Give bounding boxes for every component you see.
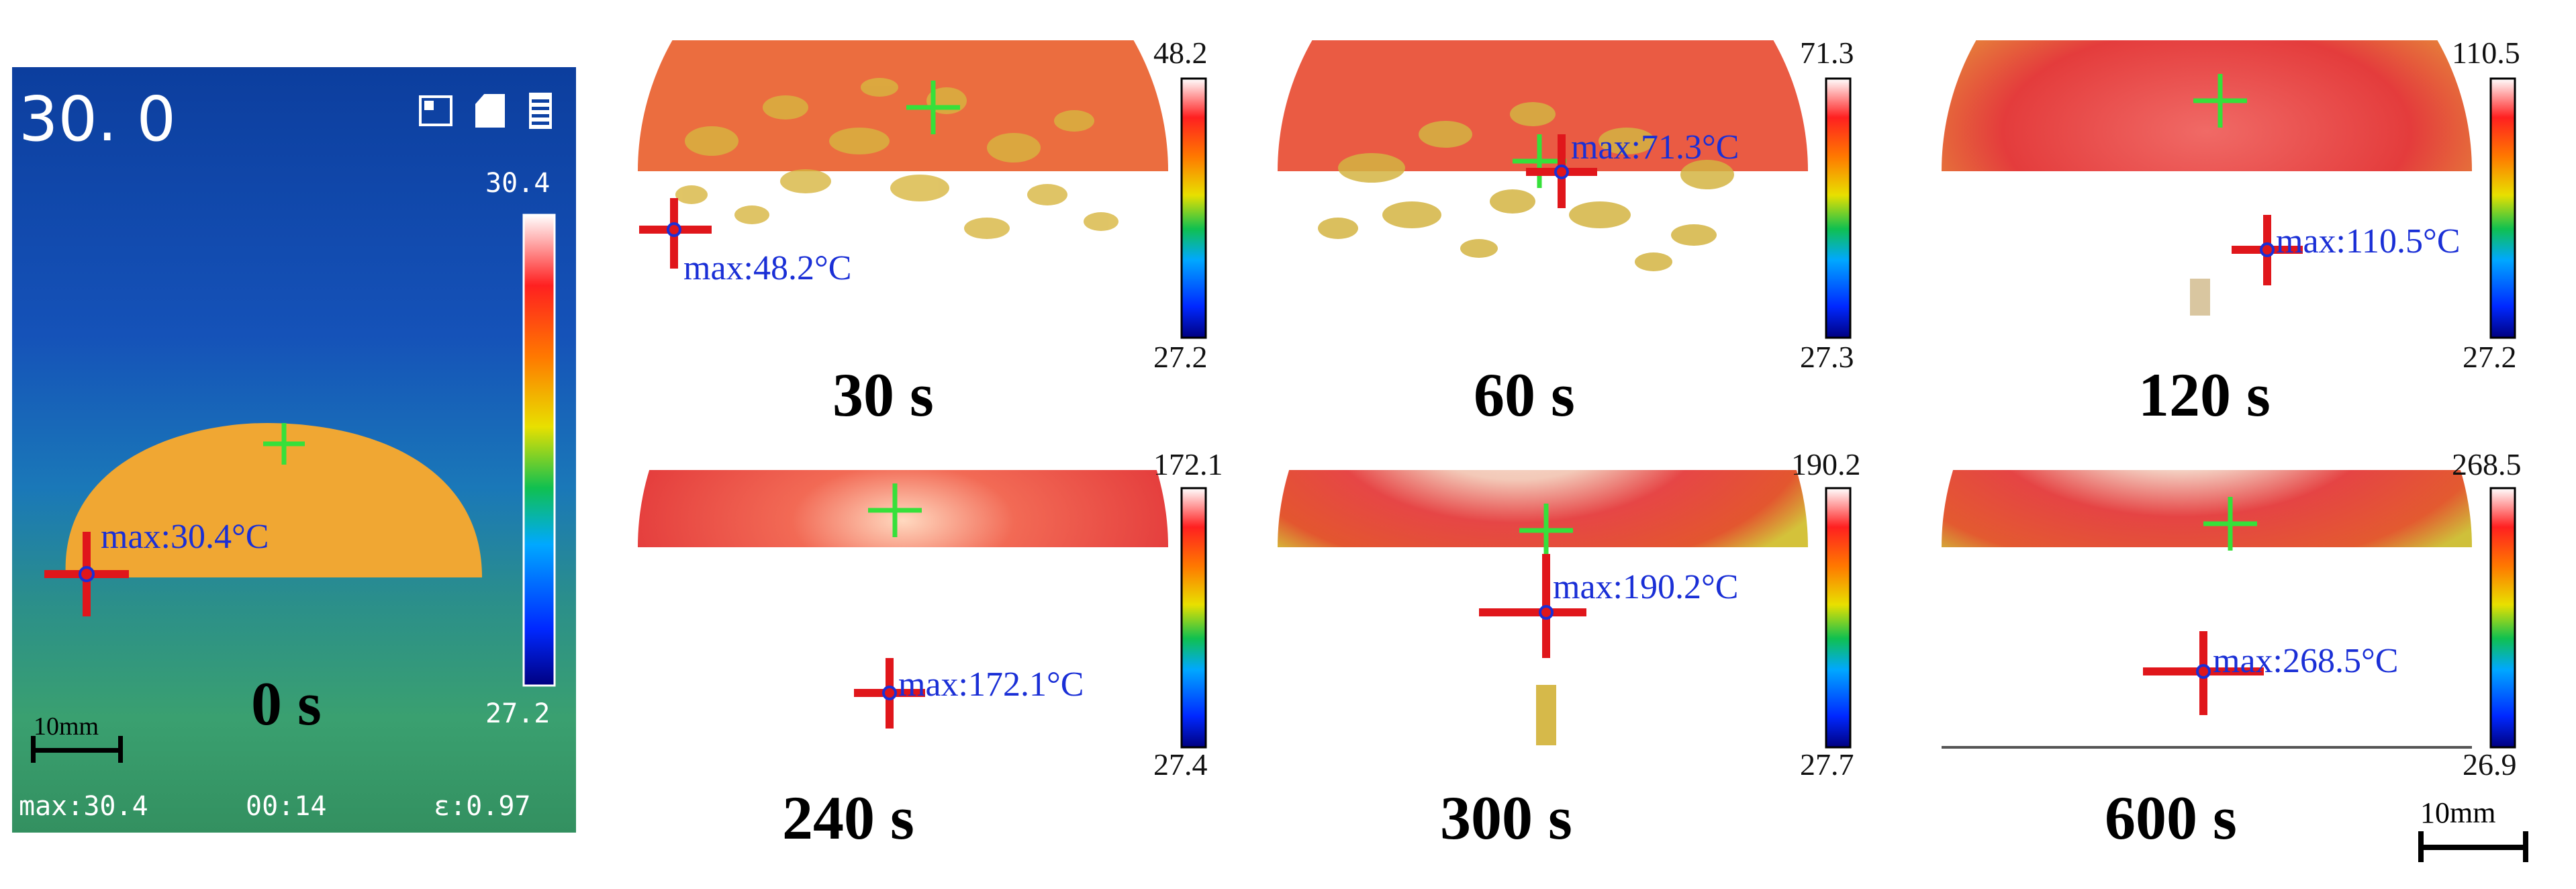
camera-max-label: max:30.4°C	[101, 518, 269, 556]
time-label-600s: 600 s	[2105, 784, 2237, 852]
thermal-image-120s	[1942, 40, 2472, 316]
scale-bar	[2420, 845, 2526, 850]
thermal-image-30s	[638, 40, 1168, 269]
max-label-600s: max:268.5°C	[2213, 642, 2399, 680]
scale-bar-tick-right	[118, 736, 123, 763]
camera-scale-bar	[32, 748, 121, 753]
thermal-camera-screen: 30. 0 30.4 27.2 max:30.4°C 0 s 10mm max:…	[12, 67, 576, 833]
center-crosshair-icon	[263, 423, 305, 465]
max-label-120s: max:110.5°C	[2276, 222, 2461, 261]
thermal-panel-300s: max:190.2°C	[1278, 470, 1882, 752]
thermal-image-60s	[1278, 40, 1808, 271]
camera-scale-min: 27.2	[485, 698, 551, 729]
thermal-image-240s	[638, 470, 1168, 729]
temperature-readout: 30. 0	[19, 83, 177, 155]
camera-scale-max: 30.4	[485, 168, 551, 199]
footer-time-readout: 00:14	[246, 791, 327, 822]
scale-bar-label: 10mm	[2420, 796, 2496, 829]
time-label-240s: 240 s	[782, 784, 914, 852]
thermal-panel-120s: max:110.5°C	[1942, 40, 2546, 322]
time-label-60s: 60 s	[1474, 361, 1575, 429]
max-label-60s: max:71.3°C	[1571, 128, 1739, 167]
cbar-min-60s: 27.3	[1800, 340, 1854, 374]
cbar-min-30s: 27.2	[1153, 340, 1208, 374]
scale-bar-tick-left	[31, 736, 36, 763]
cbar-min-120s: 27.2	[2463, 340, 2517, 374]
footer-max-readout: max:30.4	[19, 791, 148, 822]
max-label-300s: max:190.2°C	[1553, 568, 1739, 606]
thermal-panel-60s: max:71.3°C	[1278, 40, 1882, 322]
camera-scale-bar-label: 10mm	[34, 712, 99, 741]
max-label-30s: max:48.2°C	[683, 249, 852, 287]
image-mode-icon	[419, 95, 452, 126]
thermal-panel-600s: max:268.5°C	[1942, 470, 2546, 752]
time-label-300s: 300 s	[1440, 784, 1572, 852]
thermal-panel-240s: max:172.1°C	[638, 470, 1242, 752]
time-label-30s: 30 s	[832, 361, 934, 429]
thermal-panel-30s: max:48.2°C	[638, 40, 1242, 322]
scale-bar-tick-right2	[2523, 831, 2528, 862]
camera-sample-shape	[65, 423, 483, 577]
camera-colorbar	[522, 214, 556, 687]
camera-time-label: 0 s	[251, 669, 322, 738]
thermal-image-300s	[1278, 470, 1808, 745]
scale-bar-tick-left2	[2418, 831, 2424, 862]
max-label-240s: max:172.1°C	[898, 665, 1084, 704]
battery-icon	[529, 93, 552, 129]
thermal-image-600s	[1942, 470, 2472, 749]
max-crosshair-icon	[44, 532, 129, 616]
sd-card-icon	[475, 94, 505, 128]
time-label-120s: 120 s	[2138, 361, 2271, 429]
footer-emissivity-readout: ε:0.97	[434, 791, 531, 822]
